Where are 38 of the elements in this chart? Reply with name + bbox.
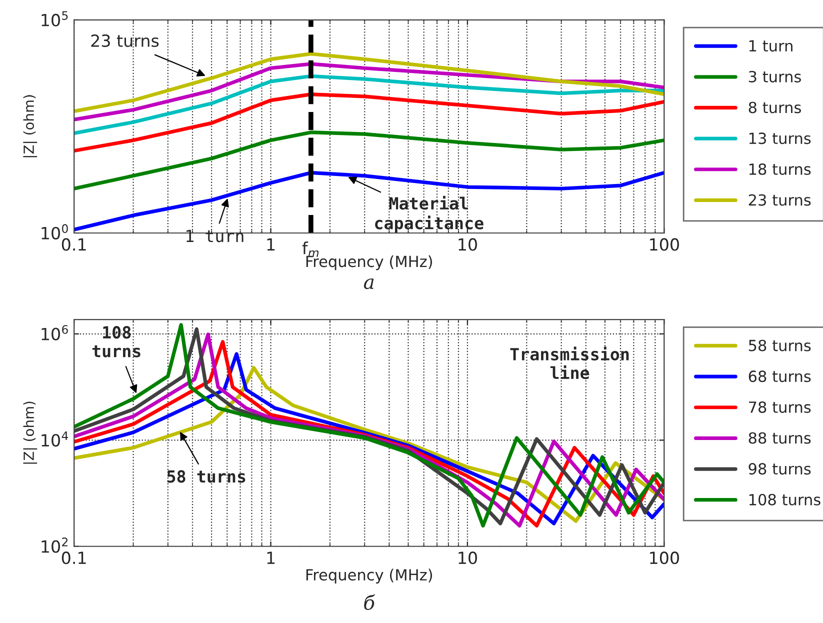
x-tick-label: 10 <box>458 238 477 251</box>
annotation: 23 turns <box>91 34 159 48</box>
y-tick-label: 10$^{2}$ <box>42 538 68 553</box>
legend-label: 108 turns <box>749 494 820 506</box>
annotation: 108 turns <box>92 326 140 358</box>
legend-label: 58 turns <box>748 340 811 352</box>
annotation: 58 turns <box>167 470 246 483</box>
legend-label: 68 turns <box>748 370 811 382</box>
x-tick-label: 0.1 <box>62 552 86 564</box>
x-tick-label: 100 <box>650 238 679 251</box>
y-tick-label: 10$^{6}$ <box>42 325 68 340</box>
y-tick-label: 10$^{5}$ <box>42 11 68 26</box>
y-axis-title: |Z| (ohm) <box>23 95 38 158</box>
y-tick-label: 10$^{4}$ <box>42 431 68 447</box>
x-tick-label: 0.1 <box>62 238 86 251</box>
x-axis-title: Frequency (MHz) <box>306 568 432 584</box>
legend-label: 13 turns <box>749 132 811 144</box>
legend-label: 8 turns <box>748 102 801 114</box>
text: а <box>364 278 374 290</box>
y-tick-label: 10$^{0}$ <box>42 224 68 240</box>
y-axis-title: |Z| (ohm) <box>23 402 38 464</box>
legend-label: 88 turns <box>748 432 811 444</box>
x-axis-title: Frequency (MHz) <box>306 255 432 270</box>
x-tick-label: 100 <box>650 552 679 564</box>
legend-label: 98 turns <box>748 463 811 475</box>
x-tick-label: 10 <box>458 552 477 564</box>
legend-label: 23 turns <box>748 194 811 206</box>
annotation: Material capacitance <box>375 196 484 233</box>
annotation: 1 turn <box>186 230 244 242</box>
legend-label: 78 turns <box>749 401 811 413</box>
annotation: Transmission line <box>510 346 629 380</box>
text: б <box>364 594 376 610</box>
legend-label: 18 turns <box>749 163 811 175</box>
legend-label: 3 turns <box>748 70 801 82</box>
x-tick-label: 1 <box>267 238 275 251</box>
legend-label: 1 turn <box>749 40 792 52</box>
ref-line-label: f$_{m}$ <box>302 242 319 257</box>
x-tick-label: 1 <box>267 552 275 564</box>
